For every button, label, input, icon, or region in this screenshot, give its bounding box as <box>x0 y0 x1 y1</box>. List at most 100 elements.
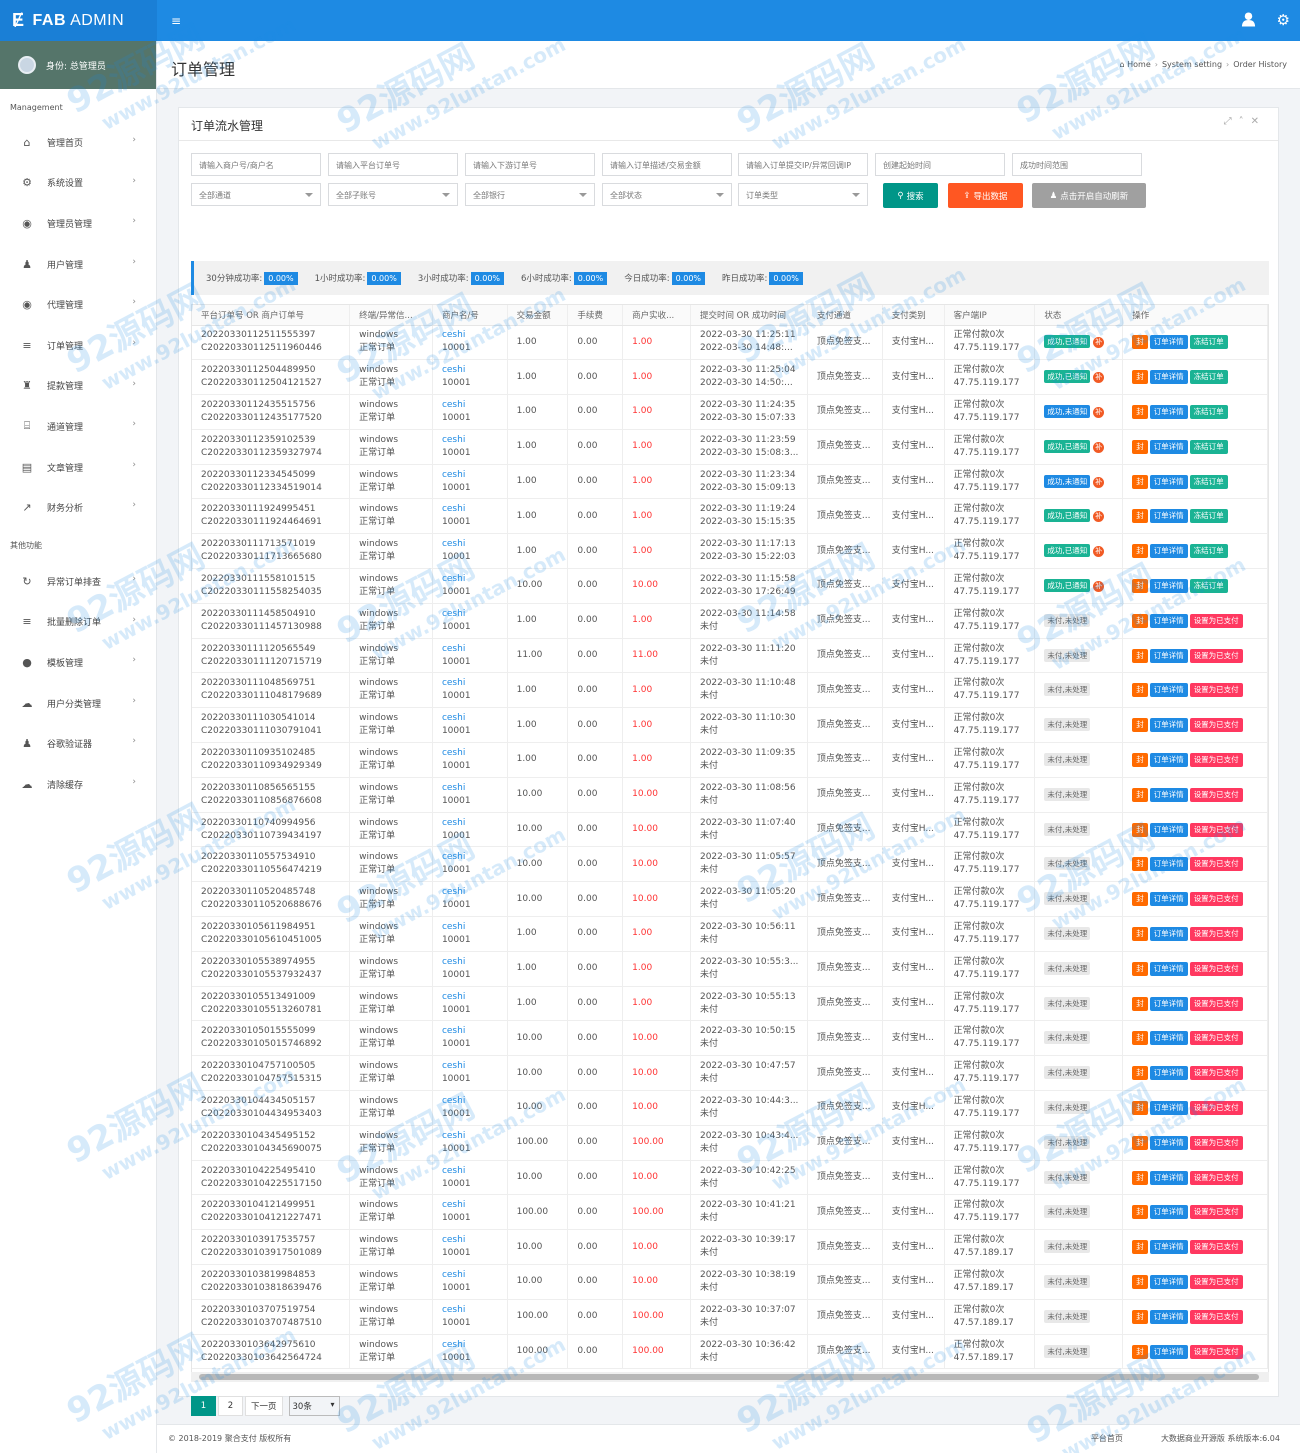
merchant-name-link[interactable]: ceshi <box>441 921 466 932</box>
auto-refresh-button[interactable]: ♟ 点击开启自动刷新 <box>1032 183 1146 208</box>
merchant-name-link[interactable]: ceshi <box>441 782 466 793</box>
sidebar-item-main-2[interactable]: ◉ 管理员管理 › <box>0 203 156 244</box>
create-time-input[interactable]: 创建起始时间 <box>875 153 1005 176</box>
merchant-name-link[interactable]: ceshi <box>441 1269 466 1280</box>
seal-button[interactable]: 封 <box>1132 1309 1148 1324</box>
order-detail-button[interactable]: 订单详情 <box>1149 509 1188 524</box>
seal-button[interactable]: 封 <box>1132 996 1148 1011</box>
order-desc-input[interactable]: 请输入订单描述/交易金额 <box>602 153 732 176</box>
set-paid-button[interactable]: 设置为已支付 <box>1189 1031 1243 1046</box>
user-icon[interactable] <box>1241 11 1256 27</box>
close-icon[interactable]: ✕ <box>1250 116 1266 127</box>
order-detail-button[interactable]: 订单详情 <box>1149 1100 1188 1115</box>
set-paid-button[interactable]: 设置为已支付 <box>1189 1274 1243 1289</box>
set-paid-button[interactable]: 设置为已支付 <box>1189 787 1243 802</box>
merchant-name-link[interactable]: ceshi <box>441 817 466 828</box>
order-detail-button[interactable]: 订单详情 <box>1149 892 1188 907</box>
menu-toggle-icon[interactable]: ≡ <box>171 14 182 28</box>
order-ip-input[interactable]: 请输入订单提交IP/异常回调IP <box>738 153 868 176</box>
resend-notify-button[interactable]: 补 <box>1093 476 1105 488</box>
merchant-name-link[interactable]: ceshi <box>441 504 466 515</box>
sidebar-user-card[interactable]: 身份: 总管理员 <box>0 41 156 89</box>
merchant-name-link[interactable]: ceshi <box>441 747 466 758</box>
order-detail-button[interactable]: 订单详情 <box>1149 439 1188 454</box>
status-select[interactable]: 全部状态 <box>602 183 732 206</box>
export-button[interactable]: ⇪ 导出数据 <box>948 183 1023 208</box>
sidebar-item-other-5[interactable]: ☁ 清除缓存 › <box>0 764 156 805</box>
set-paid-button[interactable]: 设置为已支付 <box>1189 613 1243 628</box>
collapse-icon[interactable]: ˄ <box>1238 116 1251 127</box>
merchant-name-link[interactable]: ceshi <box>441 539 466 550</box>
merchant-name-link[interactable]: ceshi <box>441 399 466 410</box>
freeze-order-button[interactable]: 冻结订单 <box>1189 578 1228 593</box>
sidebar-item-main-6[interactable]: ♜ 提款管理 › <box>0 366 156 407</box>
seal-button[interactable]: 封 <box>1132 1100 1148 1115</box>
subaccount-select[interactable]: 全部子账号 <box>328 183 458 206</box>
merchant-name-link[interactable]: ceshi <box>441 956 466 967</box>
downstream-order-input[interactable]: 请输入下游订单号 <box>465 153 595 176</box>
order-detail-button[interactable]: 订单详情 <box>1149 1309 1188 1324</box>
merchant-name-link[interactable]: ceshi <box>441 330 466 341</box>
seal-button[interactable]: 封 <box>1132 857 1148 872</box>
merchant-name-link[interactable]: ceshi <box>441 1130 466 1141</box>
order-detail-button[interactable]: 订单详情 <box>1149 1031 1188 1046</box>
seal-button[interactable]: 封 <box>1132 370 1148 385</box>
merchant-name-link[interactable]: ceshi <box>441 573 466 584</box>
set-paid-button[interactable]: 设置为已支付 <box>1189 892 1243 907</box>
resend-notify-button[interactable]: 补 <box>1093 337 1105 349</box>
sidebar-item-main-0[interactable]: ⌂ 管理首页 › <box>0 122 156 163</box>
merchant-name-link[interactable]: ceshi <box>441 434 466 445</box>
order-detail-button[interactable]: 订单详情 <box>1149 718 1188 733</box>
order-detail-button[interactable]: 订单详情 <box>1149 683 1188 698</box>
page-1-button[interactable]: 1 <box>191 1396 216 1416</box>
seal-button[interactable]: 封 <box>1132 926 1148 941</box>
seal-button[interactable]: 封 <box>1132 1170 1148 1185</box>
set-paid-button[interactable]: 设置为已支付 <box>1189 1135 1243 1150</box>
expand-icon[interactable]: ⤢ <box>1223 116 1239 127</box>
merchant-name-link[interactable]: ceshi <box>441 1235 466 1246</box>
seal-button[interactable]: 封 <box>1132 822 1148 837</box>
merchant-name-link[interactable]: ceshi <box>441 887 466 898</box>
freeze-order-button[interactable]: 冻结订单 <box>1189 335 1228 350</box>
seal-button[interactable]: 封 <box>1132 1240 1148 1255</box>
set-paid-button[interactable]: 设置为已支付 <box>1189 961 1243 976</box>
horizontal-scrollbar[interactable] <box>191 1372 1269 1382</box>
set-paid-button[interactable]: 设置为已支付 <box>1189 1170 1243 1185</box>
resend-notify-button[interactable]: 补 <box>1093 406 1105 418</box>
merchant-name-link[interactable]: ceshi <box>441 1339 466 1350</box>
order-detail-button[interactable]: 订单详情 <box>1149 1135 1188 1150</box>
seal-button[interactable]: 封 <box>1132 613 1148 628</box>
seal-button[interactable]: 封 <box>1132 1135 1148 1150</box>
sidebar-item-other-4[interactable]: ♟ 谷歌验证器 › <box>0 723 156 764</box>
order-detail-button[interactable]: 订单详情 <box>1149 857 1188 872</box>
order-detail-button[interactable]: 订单详情 <box>1149 996 1188 1011</box>
footer-home-link[interactable]: 平台首页 <box>1090 1434 1123 1443</box>
order-detail-button[interactable]: 订单详情 <box>1149 613 1188 628</box>
order-detail-button[interactable]: 订单详情 <box>1149 474 1188 489</box>
set-paid-button[interactable]: 设置为已支付 <box>1189 822 1243 837</box>
seal-button[interactable]: 封 <box>1132 718 1148 733</box>
breadcrumb-home[interactable]: Home <box>1127 60 1151 69</box>
sidebar-item-main-9[interactable]: ↗ 财务分析 › <box>0 487 156 528</box>
order-detail-button[interactable]: 订单详情 <box>1149 1066 1188 1081</box>
freeze-order-button[interactable]: 冻结订单 <box>1189 370 1228 385</box>
set-paid-button[interactable]: 设置为已支付 <box>1189 996 1243 1011</box>
merchant-name-link[interactable]: ceshi <box>441 1095 466 1106</box>
sidebar-item-main-1[interactable]: ⚙ 系统设置 › <box>0 163 156 204</box>
set-paid-button[interactable]: 设置为已支付 <box>1189 1205 1243 1220</box>
order-detail-button[interactable]: 订单详情 <box>1149 648 1188 663</box>
seal-button[interactable]: 封 <box>1132 961 1148 976</box>
merchant-search-input[interactable]: 请输入商户号/商户名 <box>191 153 321 176</box>
sidebar-item-main-5[interactable]: ≡ 订单管理 › <box>0 325 156 366</box>
merchant-name-link[interactable]: ceshi <box>441 1200 466 1211</box>
set-paid-button[interactable]: 设置为已支付 <box>1189 857 1243 872</box>
merchant-name-link[interactable]: ceshi <box>441 1304 466 1315</box>
merchant-name-link[interactable]: ceshi <box>441 643 466 654</box>
set-paid-button[interactable]: 设置为已支付 <box>1189 1309 1243 1324</box>
sidebar-item-main-8[interactable]: ▤ 文章管理 › <box>0 447 156 488</box>
seal-button[interactable]: 封 <box>1132 1274 1148 1289</box>
set-paid-button[interactable]: 设置为已支付 <box>1189 648 1243 663</box>
sidebar-item-other-0[interactable]: ↻ 异常订单排查 › <box>0 561 156 602</box>
order-detail-button[interactable]: 订单详情 <box>1149 1205 1188 1220</box>
gear-icon[interactable]: ⚙ <box>1276 11 1290 29</box>
